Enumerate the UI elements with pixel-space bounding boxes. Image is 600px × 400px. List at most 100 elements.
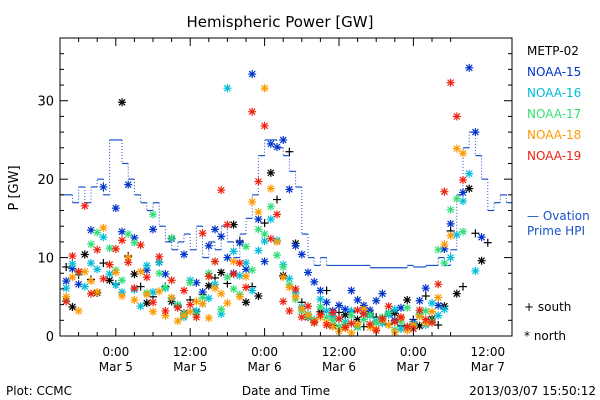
data-point xyxy=(452,289,461,298)
data-point xyxy=(273,143,281,152)
y-tick-label: 30 xyxy=(37,95,54,110)
data-point xyxy=(353,295,362,304)
data-point xyxy=(390,317,399,326)
marker-stroke xyxy=(453,112,461,120)
marker-stroke xyxy=(428,299,436,307)
data-point xyxy=(248,70,257,79)
marker-stroke xyxy=(217,232,225,240)
marker-stroke xyxy=(428,319,436,327)
marker-stroke xyxy=(211,284,219,292)
marker-stroke xyxy=(254,208,262,216)
y-axis-label: P [GW] xyxy=(7,165,22,210)
marker-stroke xyxy=(130,270,138,278)
marker-stroke xyxy=(68,260,76,268)
marker-stroke xyxy=(81,268,89,276)
marker-stroke xyxy=(440,305,448,313)
data-point xyxy=(347,311,356,320)
marker-stroke xyxy=(242,283,250,291)
marker-stroke xyxy=(447,206,455,214)
data-point xyxy=(198,229,207,238)
data-point xyxy=(421,284,430,293)
marker-stroke xyxy=(180,287,188,294)
legend-entry: NOAA-19 xyxy=(527,149,581,163)
data-point xyxy=(93,245,102,254)
data-point xyxy=(372,326,381,335)
marker-stroke xyxy=(68,252,76,260)
data-point xyxy=(111,281,120,290)
data-point xyxy=(254,208,263,217)
data-point xyxy=(297,313,306,322)
marker-stroke xyxy=(416,306,424,314)
marker-stroke xyxy=(112,281,120,289)
data-point xyxy=(421,315,430,324)
data-point xyxy=(279,273,288,282)
data-point xyxy=(217,289,226,298)
data-point xyxy=(74,306,83,315)
marker-stroke xyxy=(372,297,380,305)
marker-stroke xyxy=(254,225,262,233)
data-point xyxy=(403,303,412,312)
data-point xyxy=(415,306,424,315)
data-point xyxy=(93,265,102,274)
marker-stroke xyxy=(285,185,293,193)
data-point xyxy=(235,238,244,247)
marker-stroke xyxy=(205,242,213,250)
data-point xyxy=(242,283,250,292)
marker-stroke xyxy=(248,287,256,294)
data-point xyxy=(434,293,443,302)
data-point xyxy=(136,267,145,276)
marker-stroke xyxy=(279,298,287,305)
x-tick-time-label: 0:00 xyxy=(102,345,129,359)
marker-stroke xyxy=(106,244,114,252)
marker-stroke xyxy=(186,301,194,309)
marker-stroke xyxy=(447,232,455,240)
marker-stroke xyxy=(130,296,138,304)
data-point xyxy=(80,282,89,291)
data-point xyxy=(291,241,300,250)
data-point xyxy=(217,186,226,195)
data-point xyxy=(111,244,120,253)
data-point xyxy=(87,226,95,235)
marker-stroke xyxy=(385,302,393,310)
data-point xyxy=(347,328,356,337)
data-point xyxy=(322,321,331,330)
data-point xyxy=(136,241,145,250)
data-point xyxy=(347,286,356,295)
data-point xyxy=(459,282,467,291)
marker-stroke xyxy=(112,245,120,253)
data-point xyxy=(297,250,306,259)
marker-stroke xyxy=(68,273,76,281)
marker-stroke xyxy=(93,229,101,236)
data-point xyxy=(446,205,455,214)
x-tick-date-label: Mar 5 xyxy=(99,360,133,374)
marker-stroke xyxy=(248,198,256,206)
marker-stroke xyxy=(391,318,399,326)
marker-stroke xyxy=(254,215,262,223)
marker-stroke xyxy=(323,321,331,329)
marker-stroke xyxy=(223,221,231,229)
data-point xyxy=(229,270,238,279)
data-point xyxy=(118,292,126,301)
data-point xyxy=(192,313,201,322)
data-point xyxy=(471,229,480,238)
marker-stroke xyxy=(155,287,163,295)
data-point xyxy=(266,215,275,224)
marker-stroke xyxy=(354,320,362,328)
marker-stroke xyxy=(199,300,207,308)
data-point xyxy=(341,323,350,332)
marker-stroke xyxy=(316,287,324,294)
marker-stroke xyxy=(106,261,114,269)
data-point xyxy=(68,259,77,268)
marker-stroke xyxy=(81,283,89,291)
data-point xyxy=(378,289,387,298)
marker-stroke xyxy=(347,287,355,294)
marker-stroke xyxy=(124,258,132,266)
marker-stroke xyxy=(267,203,275,211)
data-point xyxy=(248,197,257,206)
marker-stroke xyxy=(366,311,374,319)
data-point xyxy=(248,286,257,295)
marker-stroke xyxy=(118,276,126,284)
marker-stroke xyxy=(192,279,200,287)
marker-stroke xyxy=(273,251,281,259)
